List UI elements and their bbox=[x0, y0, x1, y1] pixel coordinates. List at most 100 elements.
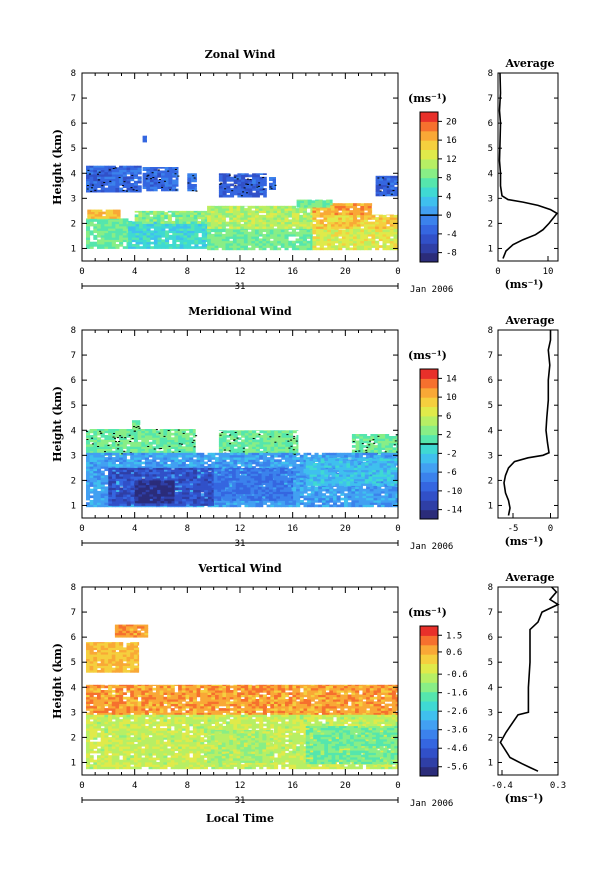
heatmap-cell bbox=[292, 439, 297, 443]
heatmap-cell bbox=[207, 228, 212, 230]
heatmap-cell bbox=[251, 223, 256, 227]
heatmap-cell bbox=[146, 177, 151, 180]
heatmap-cell bbox=[366, 493, 371, 496]
heatmap-cell bbox=[327, 228, 332, 230]
heatmap-cell bbox=[338, 217, 343, 220]
heatmap-cell bbox=[255, 457, 260, 460]
heatmap-cell bbox=[104, 446, 109, 449]
heatmap-cell bbox=[288, 504, 293, 508]
heatmap-cell bbox=[262, 459, 267, 462]
heatmap-cell bbox=[122, 169, 127, 173]
heatmap-cell bbox=[122, 432, 127, 436]
heatmap-cell bbox=[251, 247, 256, 251]
heatmap-cell bbox=[229, 461, 234, 465]
heatmap-cell bbox=[369, 495, 374, 499]
heatmap-cell bbox=[104, 477, 109, 481]
heatmap-cell bbox=[221, 212, 226, 216]
heatmap-cell bbox=[126, 439, 131, 443]
heatmap-cell bbox=[233, 432, 238, 436]
heatmap-cell bbox=[307, 504, 312, 508]
heatmap-cell bbox=[233, 444, 238, 447]
heatmap-cell bbox=[375, 223, 380, 227]
heatmap-cell bbox=[170, 454, 175, 458]
heatmap-cell bbox=[149, 170, 154, 174]
heatmap-cell bbox=[138, 216, 143, 220]
heatmap-cell bbox=[218, 439, 223, 443]
heatmap-cell bbox=[214, 228, 219, 230]
heatmap-cell bbox=[133, 457, 138, 460]
heatmap-cell bbox=[182, 210, 187, 213]
heatmap-cell bbox=[93, 185, 98, 188]
heatmap-cell bbox=[200, 454, 205, 458]
heatmap-cell bbox=[130, 441, 135, 445]
heatmap-cell bbox=[307, 452, 312, 456]
heatmap-cell bbox=[349, 247, 354, 251]
heatmap-cell bbox=[170, 446, 175, 449]
heatmap-cell bbox=[122, 446, 127, 449]
heatmap-cell bbox=[111, 452, 116, 456]
heatmap-cell bbox=[262, 210, 267, 214]
heatmap-cell bbox=[111, 189, 116, 193]
heatmap-cell bbox=[367, 221, 372, 225]
heatmap-cell bbox=[277, 444, 282, 447]
contour-mark bbox=[167, 430, 170, 431]
heatmap-cell bbox=[229, 452, 234, 456]
heatmap-cell bbox=[221, 245, 226, 248]
heatmap-cell bbox=[159, 450, 164, 454]
heatmap-cell bbox=[161, 223, 166, 227]
heatmap-cell bbox=[393, 228, 398, 230]
heatmap-cell bbox=[115, 463, 120, 467]
heatmap-cell bbox=[263, 446, 268, 449]
heatmap-cell bbox=[89, 446, 94, 449]
heatmap-cell bbox=[196, 461, 201, 465]
heatmap-cell bbox=[210, 205, 215, 209]
heatmap-cell bbox=[311, 200, 316, 203]
heatmap-cell bbox=[86, 504, 91, 508]
heatmap-cell bbox=[153, 181, 158, 185]
heatmap-cell bbox=[233, 448, 238, 452]
heatmap-cell bbox=[351, 486, 356, 490]
heatmap-cell bbox=[277, 217, 282, 220]
heatmap-cell bbox=[178, 221, 183, 224]
heatmap-cell bbox=[274, 448, 279, 452]
heatmap-cell bbox=[226, 430, 231, 434]
heatmap-cell bbox=[281, 446, 286, 449]
heatmap-cell bbox=[291, 210, 296, 214]
heatmap-cell bbox=[153, 214, 158, 218]
heatmap-cell bbox=[156, 430, 161, 434]
heatmap-cell bbox=[373, 488, 378, 492]
heatmap-cell bbox=[133, 180, 138, 184]
heatmap-cell bbox=[381, 442, 386, 446]
heatmap-cell bbox=[380, 452, 385, 456]
heatmap-cell bbox=[344, 486, 349, 490]
heatmap-cell bbox=[303, 452, 308, 456]
heatmap-cell bbox=[236, 240, 241, 244]
contour-mark bbox=[158, 432, 161, 434]
heatmap-cell bbox=[318, 500, 323, 503]
heatmap-cell bbox=[89, 167, 94, 170]
heatmap-cell bbox=[390, 184, 395, 188]
heatmap-cell bbox=[126, 452, 131, 456]
heatmap-cell bbox=[104, 437, 109, 440]
heatmap-cell bbox=[325, 488, 330, 492]
heatmap-cell bbox=[93, 176, 98, 179]
heatmap-cell bbox=[97, 495, 102, 499]
heatmap-cell bbox=[105, 216, 110, 219]
heatmap-cell bbox=[218, 231, 223, 235]
heatmap-cell bbox=[126, 461, 131, 465]
colorbar-swatch bbox=[420, 130, 438, 141]
heatmap-cell bbox=[259, 463, 264, 467]
heatmap-cell bbox=[222, 173, 227, 175]
heatmap-cell bbox=[237, 500, 242, 503]
heatmap-cell bbox=[364, 229, 369, 233]
heatmap-cell bbox=[233, 463, 238, 467]
heatmap-cell bbox=[222, 183, 227, 187]
heatmap-cell bbox=[137, 457, 142, 460]
heatmap-cell bbox=[273, 236, 278, 239]
heatmap-cell bbox=[181, 446, 186, 449]
heatmap-cell bbox=[292, 495, 297, 499]
heatmap-cell bbox=[122, 167, 127, 170]
heatmap-cell bbox=[122, 459, 127, 462]
heatmap-cell bbox=[270, 450, 275, 454]
heatmap-cell bbox=[97, 225, 102, 229]
